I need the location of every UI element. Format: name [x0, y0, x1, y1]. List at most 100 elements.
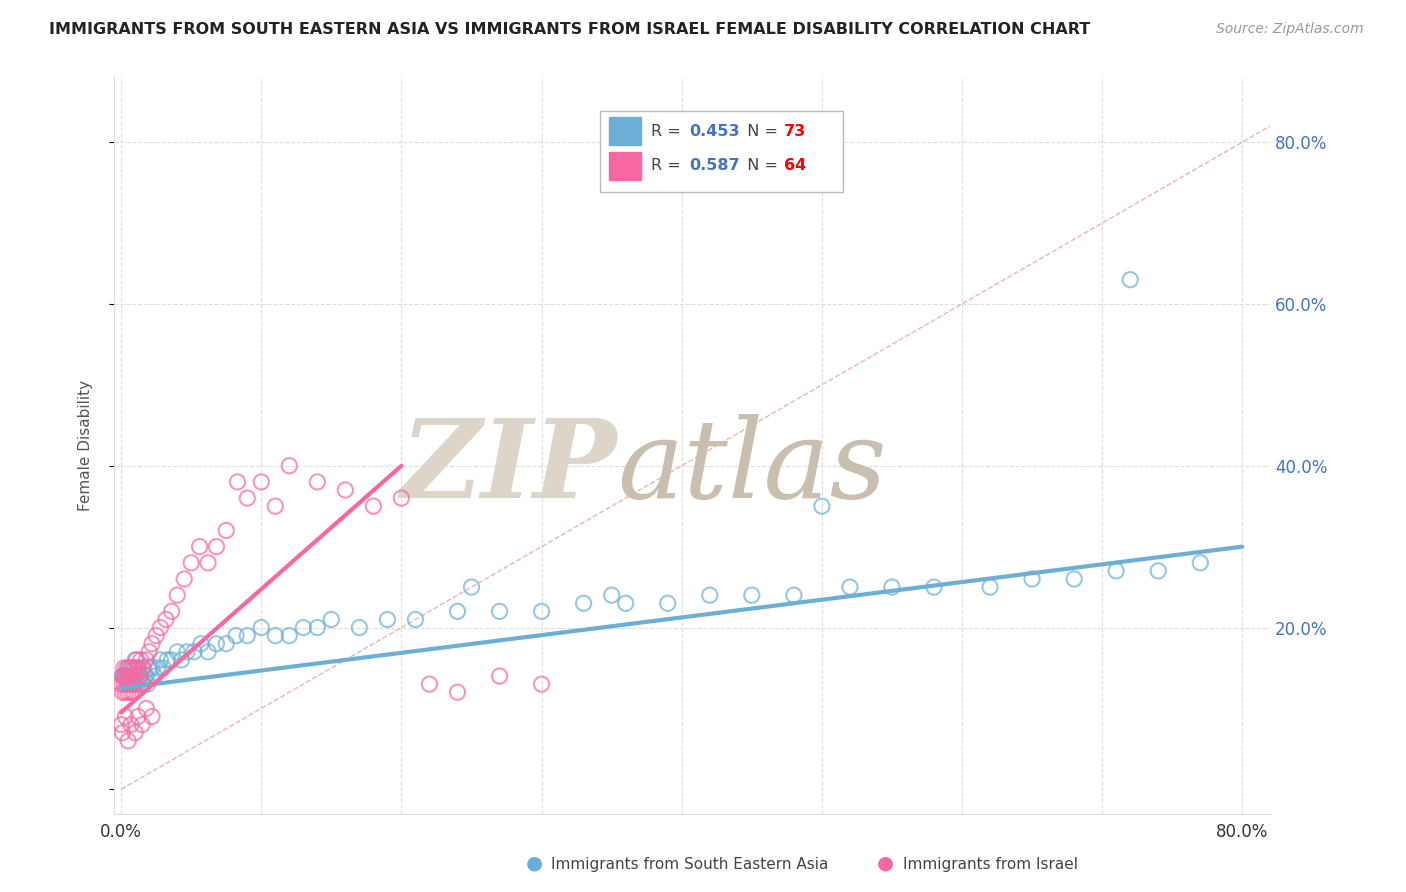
Point	[122, 685, 145, 699]
Text: R =: R =	[651, 124, 686, 138]
Point	[114, 709, 136, 723]
Point	[128, 669, 150, 683]
Point	[215, 637, 238, 651]
Point	[121, 661, 143, 675]
Point	[121, 669, 143, 683]
Text: 64: 64	[783, 158, 806, 173]
Point	[128, 669, 150, 683]
Point	[188, 540, 211, 554]
Point	[122, 661, 145, 675]
Point	[127, 661, 149, 675]
Point	[173, 572, 195, 586]
Point	[117, 661, 139, 675]
Point	[278, 629, 301, 643]
Point	[131, 661, 153, 675]
Text: ●: ●	[526, 854, 543, 872]
Point	[127, 661, 149, 675]
Point	[127, 677, 149, 691]
Point	[141, 661, 163, 675]
Point	[197, 645, 219, 659]
Point	[112, 669, 135, 683]
Point	[488, 604, 510, 618]
Point	[124, 653, 146, 667]
Point	[131, 717, 153, 731]
Point	[183, 645, 205, 659]
Point	[138, 661, 160, 675]
Point	[135, 653, 157, 667]
Point	[160, 653, 183, 667]
Point	[114, 685, 136, 699]
Point	[488, 669, 510, 683]
FancyBboxPatch shape	[600, 111, 842, 192]
Point	[118, 677, 141, 691]
Point	[197, 556, 219, 570]
Text: ZIP: ZIP	[401, 414, 617, 521]
Point	[307, 475, 329, 489]
Point	[114, 669, 136, 683]
Point	[141, 637, 163, 651]
Point	[129, 669, 152, 683]
Point	[170, 653, 193, 667]
Point	[129, 653, 152, 667]
Text: Immigrants from Israel: Immigrants from Israel	[903, 857, 1077, 872]
Point	[118, 661, 141, 675]
Text: Source: ZipAtlas.com: Source: ZipAtlas.com	[1216, 22, 1364, 37]
Point	[135, 669, 157, 683]
Point	[138, 645, 160, 659]
FancyBboxPatch shape	[609, 117, 641, 145]
Point	[741, 588, 763, 602]
Point	[160, 604, 183, 618]
Point	[111, 669, 134, 683]
Point	[110, 677, 132, 691]
Text: N =: N =	[737, 158, 783, 173]
Point	[120, 669, 142, 683]
Point	[124, 669, 146, 683]
FancyBboxPatch shape	[609, 152, 641, 180]
Point	[1147, 564, 1170, 578]
Point	[811, 499, 834, 513]
Point	[166, 645, 188, 659]
Point	[120, 661, 142, 675]
Point	[1105, 564, 1128, 578]
Point	[122, 669, 145, 683]
Point	[111, 725, 134, 739]
Point	[1063, 572, 1085, 586]
Point	[136, 677, 159, 691]
Point	[149, 621, 172, 635]
Point	[335, 483, 357, 497]
Point	[145, 629, 167, 643]
Point	[446, 685, 468, 699]
Point	[155, 612, 177, 626]
Point	[124, 661, 146, 675]
Point	[215, 524, 238, 538]
Point	[111, 669, 134, 683]
Point	[250, 475, 273, 489]
Point	[149, 653, 172, 667]
Point	[236, 629, 259, 643]
Point	[117, 685, 139, 699]
Point	[166, 588, 188, 602]
Point	[117, 669, 139, 683]
Point	[838, 580, 860, 594]
Point	[572, 596, 595, 610]
Point	[112, 661, 135, 675]
Point	[115, 661, 138, 675]
Point	[141, 709, 163, 723]
Point	[292, 621, 315, 635]
Point	[205, 637, 228, 651]
Text: Immigrants from South Eastern Asia: Immigrants from South Eastern Asia	[551, 857, 828, 872]
Point	[132, 661, 155, 675]
Point	[418, 677, 440, 691]
Point	[118, 669, 141, 683]
Text: 0.587: 0.587	[689, 158, 740, 173]
Point	[152, 661, 174, 675]
Y-axis label: Female Disability: Female Disability	[79, 380, 93, 511]
Point	[600, 588, 623, 602]
Point	[180, 556, 202, 570]
Point	[117, 677, 139, 691]
Text: IMMIGRANTS FROM SOUTH EASTERN ASIA VS IMMIGRANTS FROM ISRAEL FEMALE DISABILITY C: IMMIGRANTS FROM SOUTH EASTERN ASIA VS IM…	[49, 22, 1091, 37]
Point	[657, 596, 679, 610]
Point	[880, 580, 903, 594]
Point	[264, 499, 287, 513]
Point	[111, 685, 134, 699]
